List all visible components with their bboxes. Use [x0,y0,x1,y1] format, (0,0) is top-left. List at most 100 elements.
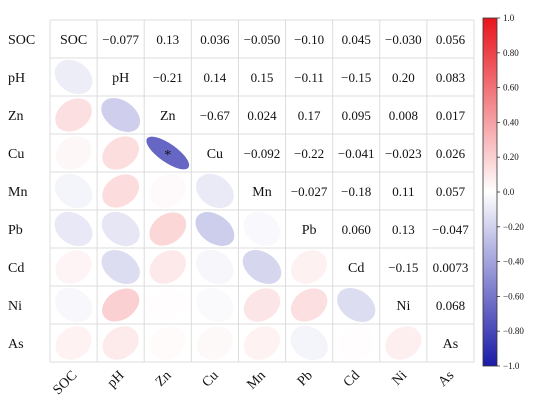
correlation-ellipse [102,136,140,170]
diagonal-label: SOC [60,33,87,48]
correlation-ellipse [101,98,141,132]
correlation-ellipse [54,59,93,95]
correlation-ellipse [101,249,140,285]
x-tick-label: Cd [341,368,363,390]
correlation-value: −0.15 [341,70,371,85]
diagonal-label: Cd [348,261,364,276]
x-tick-label: Ni [390,368,411,389]
correlation-value: −0.027 [291,184,328,199]
correlation-value: −0.21 [153,70,183,85]
y-tick-label: Ni [8,299,22,314]
correlation-ellipse [196,287,234,323]
colorbar-tick-label: −1.0 [503,361,520,371]
correlation-ellipse [243,211,281,247]
correlation-ellipse [196,173,234,209]
correlation-value: −0.050 [244,32,281,47]
correlation-value: 0.13 [156,32,179,47]
colorbar-tick-label: −0.80 [503,326,524,336]
correlation-value: 0.0073 [433,260,469,275]
correlation-value: 0.068 [436,298,465,313]
diagonal-label: Zn [160,109,176,124]
colorbar: 1.0 0.80 0.60 0.40 0.20 0.0 −0.20 −0.40 −0.60 −0.… [482,13,524,371]
diagonal-label: Cu [207,147,223,162]
y-tick-label: As [8,337,24,352]
correlation-value: −0.077 [102,32,139,47]
correlation-ellipse [55,136,92,170]
y-tick-label: Mn [8,185,27,200]
y-tick-label: Cd [8,261,24,276]
correlation-value: −0.18 [341,184,371,199]
correlation-ellipse [149,250,186,284]
colorbar-tick-label: 0.40 [503,117,519,127]
correlation-ellipse [243,288,281,322]
diagonal-label: As [443,337,459,352]
correlation-value: −0.023 [385,146,422,161]
correlation-value: 0.20 [392,70,415,85]
grid [49,19,475,363]
correlation-ellipse [242,249,282,285]
colorbar-tick-label: −0.40 [503,257,524,267]
correlation-ellipse [338,326,375,360]
colorbar-gradient [482,17,498,367]
correlation-ellipse [197,326,233,360]
correlation-value: 0.060 [342,222,371,237]
correlation-value: 0.13 [392,222,415,237]
correlation-value: 0.11 [392,184,414,199]
colorbar-tick-label: −0.20 [503,222,524,232]
x-tick-label: Cu [200,368,222,390]
correlation-ellipse [290,325,328,361]
correlation-value: 0.17 [298,108,321,123]
y-tick-label: Pb [8,223,23,238]
correlation-value: −0.047 [432,222,469,237]
diagonal-label: Pb [302,223,317,238]
y-tick-label: Cu [8,147,24,162]
correlation-ellipse [385,326,422,360]
correlation-ellipse [146,136,190,170]
x-tick-label: Mn [244,368,268,392]
colorbar-tick-label: 0.0 [503,187,515,197]
diagonal-label: Mn [252,185,271,200]
correlation-ellipse [102,174,140,208]
correlation-value: 0.008 [389,108,418,123]
correlation-ellipse [54,173,93,209]
correlation-value: −0.22 [294,146,324,161]
cells: SOC −0.077 0.13 0.036 −0.050 −0.10 0.045 −0.030… [54,32,469,361]
correlation-value: 0.083 [436,70,465,85]
colorbar-tick-label: 1.0 [503,13,515,23]
correlation-value: 0.057 [436,184,466,199]
correlation-value: 0.15 [251,70,274,85]
correlation-ellipse [55,98,92,132]
correlation-value: −0.030 [385,32,422,47]
correlation-ellipse [55,250,92,284]
diagonal-label: pH [112,71,129,86]
correlation-ellipse [54,211,93,247]
significance-mark: * [164,148,171,163]
correlation-value: 0.056 [436,32,466,47]
correlation-ellipse [291,250,328,284]
correlation-ellipse [149,288,186,322]
y-tick-label: SOC [8,33,35,48]
correlation-value: 0.026 [436,146,466,161]
y-tick-label: pH [8,71,25,86]
correlation-value: −0.10 [294,32,324,47]
correlation-ellipse [196,249,234,285]
correlation-ellipse [290,288,328,322]
correlation-ellipse [102,288,140,322]
correlation-ellipse [55,326,92,360]
correlation-value: −0.11 [294,70,324,85]
correlation-ellipse [102,326,139,360]
correlation-ellipse [243,326,281,360]
correlation-value: 0.045 [342,32,371,47]
correlation-ellipse [337,287,376,323]
correlation-ellipse [54,287,93,323]
correlation-ellipse [149,326,186,360]
correlation-ellipse [195,212,235,246]
correlation-value: 0.024 [247,108,277,123]
x-tick-label: Pb [295,368,316,389]
correlation-ellipse [101,211,140,247]
colorbar-tick-label: 0.60 [503,83,519,93]
correlation-value: 0.095 [342,108,371,123]
correlation-value: 0.017 [436,108,466,123]
diagonal-label: Ni [396,299,410,314]
